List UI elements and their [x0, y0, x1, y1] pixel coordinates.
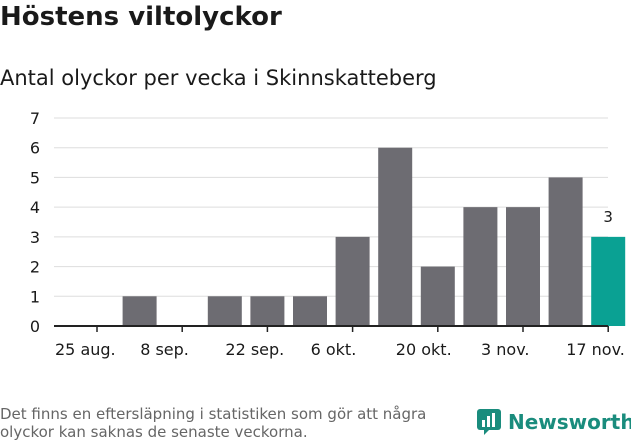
y-tick-label: 3 — [30, 228, 40, 247]
y-tick-label: 6 — [30, 139, 40, 158]
y-tick-label: 0 — [30, 317, 40, 336]
footnote: Det finns en eftersläpning i statistiken… — [0, 405, 427, 441]
bar — [207, 296, 242, 326]
y-tick-label: 7 — [30, 109, 40, 128]
chart-subtitle: Antal olyckor per vecka i Skinnskatteber… — [0, 66, 437, 90]
bar — [378, 147, 413, 326]
bar — [293, 296, 327, 326]
x-tick-label: 20 okt. — [396, 340, 452, 359]
x-tick-label: 3 nov. — [481, 340, 530, 359]
bar — [122, 296, 157, 326]
bar — [335, 236, 370, 326]
bar — [250, 296, 285, 326]
bar — [506, 207, 540, 326]
x-tick-label: 17 nov. — [566, 340, 625, 359]
x-tick-label: 6 okt. — [311, 340, 357, 359]
chart-title: Höstens viltolyckor — [0, 2, 282, 32]
newsworthy-logo-text: Newsworthy — [508, 410, 631, 434]
y-tick-label: 5 — [30, 168, 40, 187]
newsworthy-logo: Newsworthy — [476, 408, 631, 436]
bar — [420, 266, 455, 326]
x-tick-label: 25 aug. — [55, 340, 116, 359]
x-tick-label: 8 sep. — [140, 340, 189, 359]
y-tick-label: 4 — [30, 198, 40, 217]
bar — [463, 207, 498, 326]
y-tick-label: 2 — [30, 258, 40, 277]
bar-value-label: 3 — [603, 208, 613, 226]
x-tick-label: 22 sep. — [225, 340, 284, 359]
bar — [591, 236, 626, 326]
newsworthy-logo-icon — [477, 409, 501, 435]
y-tick-label: 1 — [30, 287, 40, 306]
bar — [548, 177, 583, 326]
